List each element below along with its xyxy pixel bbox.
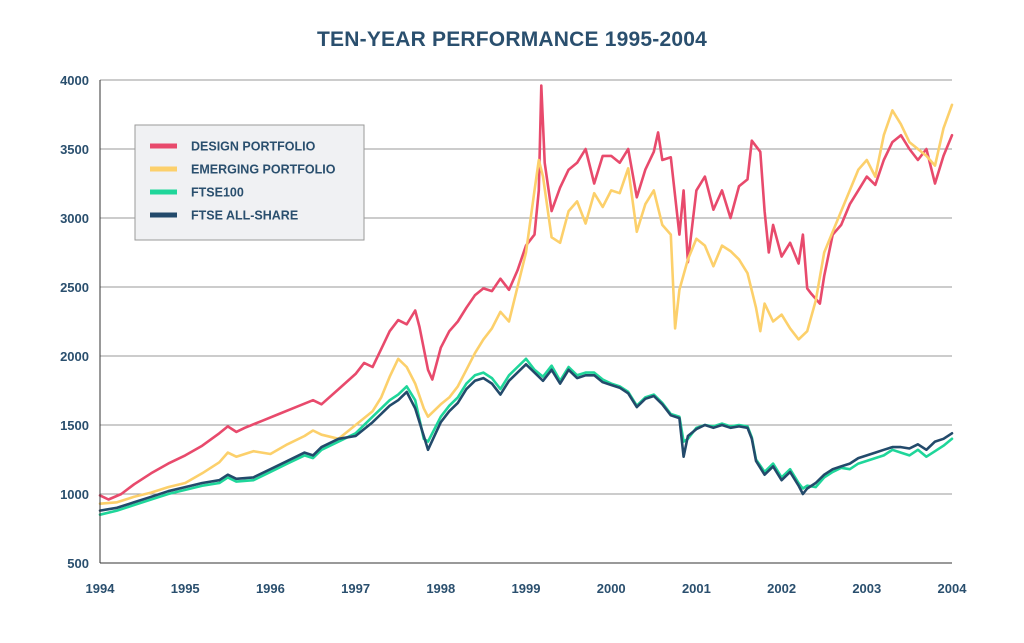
x-tick-label: 2003 bbox=[852, 581, 881, 596]
x-axis: 1994 1995 1996 1997 1998 1999 2000 2001 2002 2003… bbox=[86, 581, 968, 596]
x-tick-label: 1998 bbox=[426, 581, 455, 596]
x-tick-label: 1994 bbox=[86, 581, 116, 596]
series-line-design-portfolio bbox=[98, 84, 954, 501]
y-tick-label: 3500 bbox=[60, 142, 89, 157]
legend: DESIGN PORTFOLIO EMERGING PORTFOLIO FTSE10… bbox=[134, 124, 365, 241]
series-layer bbox=[98, 84, 954, 516]
x-tick-label: 2000 bbox=[597, 581, 626, 596]
y-tick-label: 1500 bbox=[60, 418, 89, 433]
grid-layer bbox=[100, 79, 952, 495]
x-tick-label: 2002 bbox=[767, 581, 796, 596]
legend-label: EMERGING PORTFOLIO bbox=[191, 163, 336, 177]
x-tick-label: 2001 bbox=[682, 581, 711, 596]
x-tick-label: 1996 bbox=[256, 581, 285, 596]
chart-title: TEN-YEAR PERFORMANCE 1995-2004 bbox=[317, 28, 707, 51]
x-tick-label: 1999 bbox=[512, 581, 541, 596]
legend-label: FTSE100 bbox=[191, 186, 244, 200]
x-tick-label: 1997 bbox=[341, 581, 370, 596]
y-tick-label: 3000 bbox=[60, 211, 89, 226]
series-line-ftse100 bbox=[98, 357, 954, 516]
y-tick-label: 500 bbox=[67, 556, 89, 571]
y-axis: 500 1000 1500 2000 2500 3000 3500 4000 bbox=[60, 73, 952, 571]
legend-label: FTSE ALL-SHARE bbox=[191, 209, 298, 223]
y-tick-label: 1000 bbox=[60, 487, 89, 502]
x-tick-label: 1995 bbox=[171, 581, 200, 596]
series-line-ftse-all-share bbox=[98, 363, 954, 512]
legend-label: DESIGN PORTFOLIO bbox=[191, 140, 316, 154]
x-tick-label: 2004 bbox=[938, 581, 968, 596]
y-tick-label: 4000 bbox=[60, 73, 89, 88]
series-line-emerging-portfolio bbox=[98, 103, 954, 505]
y-tick-label: 2000 bbox=[60, 349, 89, 364]
y-tick-label: 2500 bbox=[60, 280, 89, 295]
